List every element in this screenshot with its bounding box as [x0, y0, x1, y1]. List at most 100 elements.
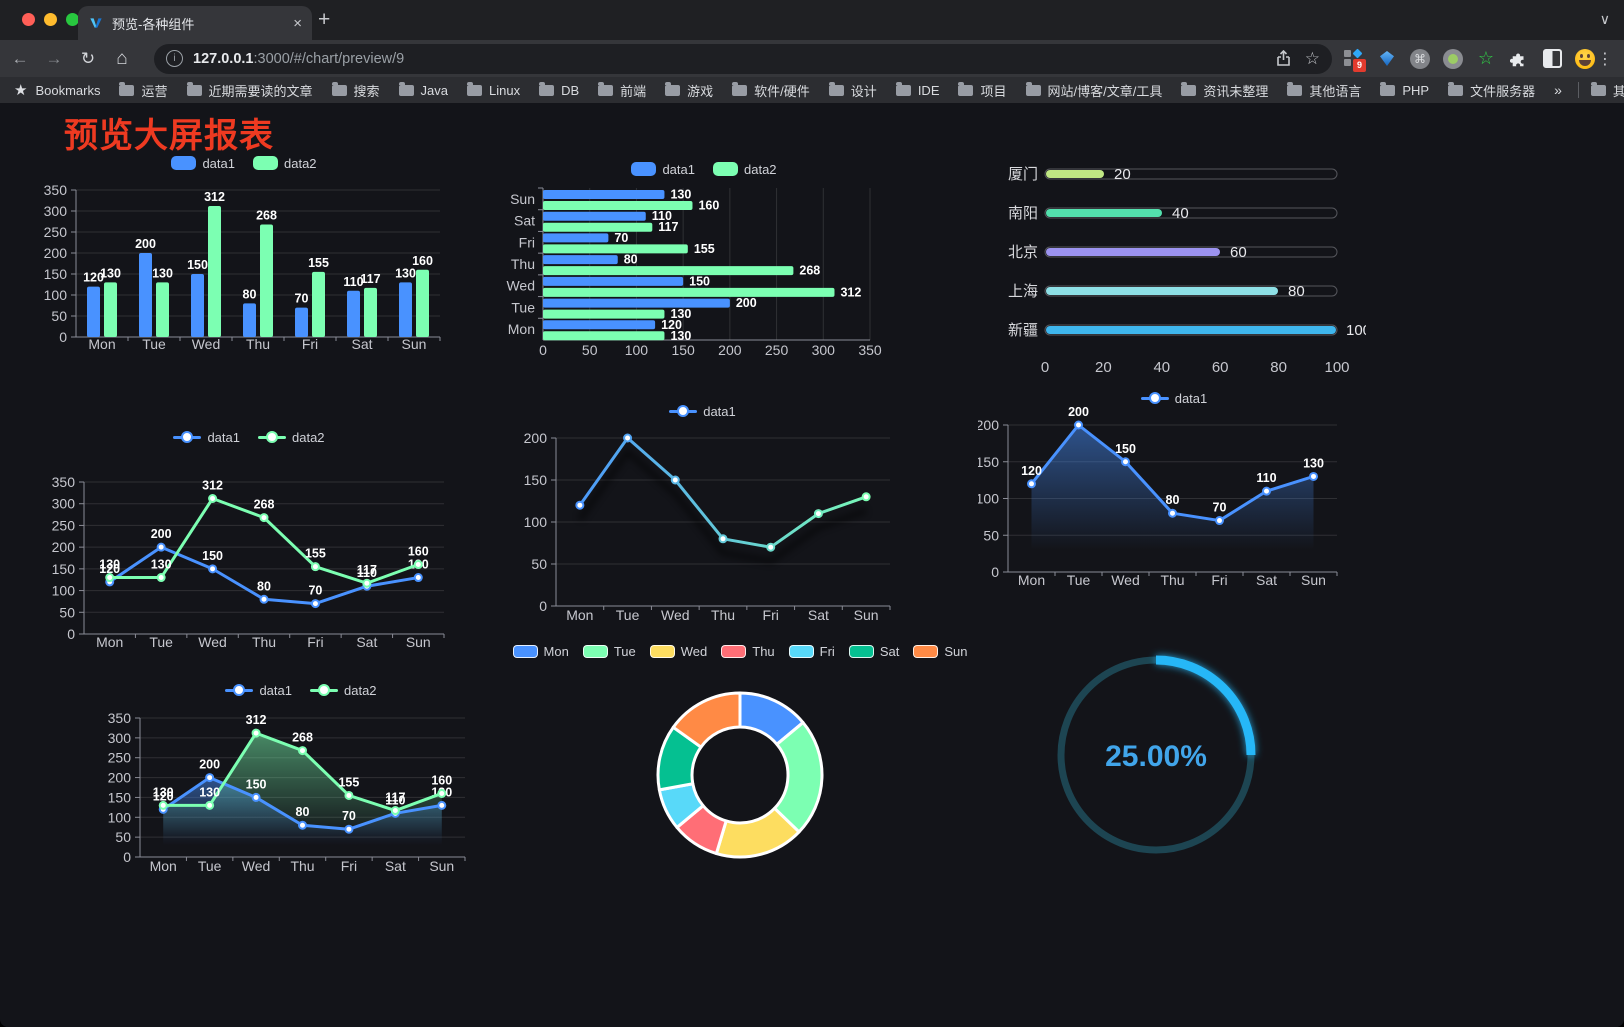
- svg-text:Sun: Sun: [1301, 572, 1326, 588]
- svg-text:70: 70: [295, 292, 309, 306]
- folder-icon: [1181, 81, 1197, 96]
- bookmarks-overflow-chevron[interactable]: »: [1554, 82, 1562, 98]
- share-icon[interactable]: [1276, 50, 1291, 67]
- legend-item-Tue[interactable]: Tue: [582, 644, 636, 659]
- svg-text:250: 250: [44, 224, 68, 240]
- adblock-extension-icon[interactable]: 9: [1344, 48, 1366, 72]
- bookmark-folder[interactable]: 前端: [598, 81, 646, 100]
- bookmarks-root-star-icon[interactable]: ★: [14, 82, 28, 99]
- url-bar[interactable]: i 127.0.0.1:3000/#/chart/preview/9 ☆: [154, 43, 1332, 74]
- star-extension-icon[interactable]: ☆: [1477, 48, 1495, 68]
- extension-badge: 9: [1353, 58, 1366, 72]
- bookmark-folder[interactable]: 搜索: [331, 81, 380, 100]
- home-button[interactable]: ⌂: [116, 47, 128, 69]
- legend-item-data1[interactable]: data1: [225, 683, 292, 698]
- legend-item-data1[interactable]: data1: [631, 162, 695, 177]
- svg-text:268: 268: [799, 264, 820, 278]
- command-extension-icon[interactable]: ⌘: [1410, 48, 1430, 69]
- svg-text:300: 300: [52, 496, 76, 512]
- svg-text:160: 160: [408, 545, 429, 559]
- browser-menu-kebab-icon[interactable]: ⋮: [1597, 50, 1613, 68]
- bookmark-star-icon[interactable]: ☆: [1304, 48, 1320, 68]
- bookmark-folder[interactable]: 软件/硬件: [732, 81, 810, 100]
- legend-item-data2[interactable]: data2: [713, 162, 777, 177]
- other-bookmarks[interactable]: 其他书签: [1590, 81, 1624, 100]
- legend-item-Thu[interactable]: Thu: [721, 644, 775, 659]
- bookmark-folder[interactable]: DB: [539, 81, 579, 98]
- legend-item-data1[interactable]: data1: [171, 156, 235, 171]
- svg-text:150: 150: [187, 258, 208, 272]
- browser-tab[interactable]: 预览-各种组件 ×: [78, 6, 312, 40]
- dark-mode-extension-icon[interactable]: [1542, 49, 1562, 69]
- folder-icon: [828, 81, 844, 96]
- svg-text:350: 350: [858, 342, 882, 358]
- legend-item-data2[interactable]: data2: [258, 430, 325, 445]
- single-area-chart: data1 0 50 100 150 200 Mon Tue Wed Thu Fri Sat Sun 12…: [978, 388, 1370, 600]
- bookmark-folder[interactable]: 运营: [119, 81, 168, 100]
- svg-text:80: 80: [1270, 359, 1287, 376]
- bookmark-folder[interactable]: IDE: [895, 81, 939, 98]
- window-zoom-button[interactable]: [66, 13, 79, 26]
- svg-text:200: 200: [1068, 405, 1089, 419]
- folder-icon: [539, 81, 555, 96]
- bookmark-folder[interactable]: 文件服务器: [1448, 81, 1535, 100]
- legend-item-data2[interactable]: data2: [310, 683, 377, 698]
- legend-item-Mon[interactable]: Mon: [512, 644, 569, 659]
- gem-extension-icon[interactable]: [1377, 49, 1397, 69]
- bookmark-folder[interactable]: Java: [398, 81, 448, 98]
- legend-item-Fri[interactable]: Fri: [788, 644, 835, 659]
- bookmark-folder[interactable]: 设计: [828, 81, 877, 100]
- extensions-puzzle-icon[interactable]: [1509, 49, 1529, 69]
- bookmark-folder[interactable]: PHP: [1380, 81, 1429, 98]
- gauge-chart: 25.00%: [1040, 640, 1280, 875]
- svg-text:40: 40: [1153, 359, 1170, 376]
- svg-text:70: 70: [342, 809, 356, 823]
- svg-text:110: 110: [357, 566, 377, 580]
- bookmark-folder[interactable]: 其他语言: [1287, 81, 1361, 100]
- tab-close-icon[interactable]: ×: [293, 14, 302, 32]
- svg-text:100: 100: [52, 583, 76, 599]
- recorder-extension-icon[interactable]: [1443, 48, 1463, 69]
- legend-item-data1[interactable]: data1: [669, 404, 736, 419]
- bookmarks-bar: ★ Bookmarks 运营 近期需要读的文章 搜索 Java Linux DB 前端 游戏软…: [0, 77, 1624, 103]
- svg-text:312: 312: [246, 713, 267, 727]
- svg-text:0: 0: [539, 342, 547, 358]
- svg-text:Mon: Mon: [96, 634, 123, 650]
- tab-search-chevron-icon[interactable]: ∨: [1599, 11, 1610, 27]
- svg-text:上海: 上海: [1008, 283, 1038, 300]
- bookmark-folder[interactable]: 项目: [958, 81, 1007, 100]
- legend-item-Sun[interactable]: Sun: [913, 644, 967, 659]
- svg-text:Thu: Thu: [246, 336, 270, 352]
- svg-text:150: 150: [246, 777, 267, 791]
- svg-text:Tue: Tue: [511, 299, 535, 315]
- bookmark-folder[interactable]: 游戏: [665, 81, 713, 100]
- emoji-extension-icon[interactable]: [1575, 48, 1595, 69]
- svg-text:50: 50: [983, 527, 999, 543]
- svg-text:200: 200: [52, 539, 76, 555]
- svg-text:Fri: Fri: [519, 234, 535, 250]
- svg-text:110: 110: [652, 209, 672, 223]
- site-info-icon[interactable]: i: [166, 50, 183, 67]
- window-close-button[interactable]: [22, 13, 35, 26]
- window-minimize-button[interactable]: [44, 13, 57, 26]
- svg-text:Sat: Sat: [514, 213, 535, 229]
- svg-text:130: 130: [152, 266, 173, 280]
- legend-item-data1[interactable]: data1: [173, 430, 240, 445]
- legend-item-Wed[interactable]: Wed: [649, 644, 707, 659]
- legend-item-data1[interactable]: data1: [1140, 391, 1207, 406]
- legend-item-Sat[interactable]: Sat: [848, 644, 899, 659]
- forward-button[interactable]: →: [45, 48, 63, 68]
- new-tab-button[interactable]: +: [318, 8, 331, 31]
- svg-text:Tue: Tue: [142, 336, 166, 352]
- svg-text:20: 20: [1095, 359, 1112, 376]
- bookmarks-root[interactable]: Bookmarks: [35, 82, 101, 98]
- bookmark-folder[interactable]: 网站/博客/文章/工具: [1025, 81, 1162, 100]
- svg-text:Sat: Sat: [385, 858, 406, 874]
- reload-button[interactable]: ↻: [80, 48, 96, 68]
- bookmark-folder[interactable]: 资讯未整理: [1181, 81, 1268, 100]
- legend-item-data2[interactable]: data2: [253, 156, 317, 171]
- bookmark-folder[interactable]: Linux: [467, 81, 520, 98]
- back-button[interactable]: ←: [11, 48, 29, 68]
- svg-text:100: 100: [1346, 322, 1366, 339]
- bookmark-folder[interactable]: 近期需要读的文章: [186, 81, 313, 100]
